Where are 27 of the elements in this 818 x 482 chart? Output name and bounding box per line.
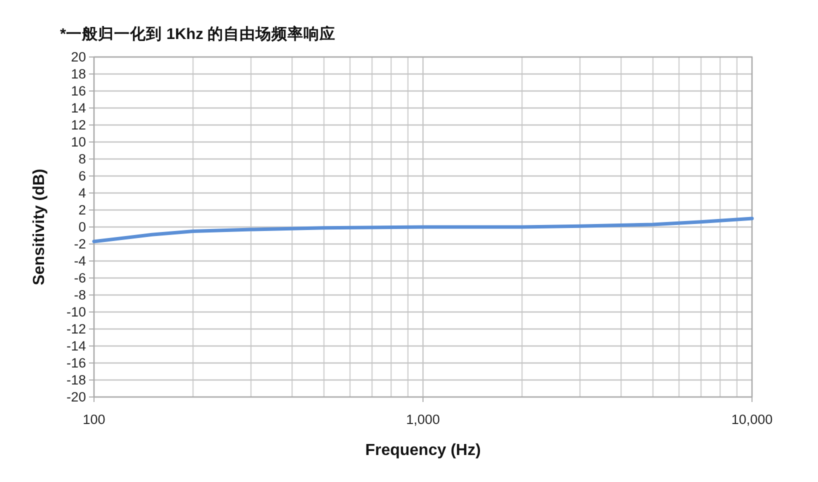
y-tick-label: 18 [70, 66, 86, 82]
y-tick-label: 0 [78, 220, 86, 234]
y-tick-label: 6 [78, 168, 86, 184]
y-tick-label: -20 [66, 390, 86, 404]
y-tick-label: 10 [70, 134, 86, 150]
x-tick-label: 10,000 [731, 412, 773, 427]
y-tick-label: 12 [70, 118, 86, 132]
x-tick-label: 1,000 [406, 412, 440, 427]
y-tick-label: 16 [70, 84, 86, 98]
y-tick-label: -16 [66, 356, 86, 370]
y-tick-label: 20 [70, 50, 86, 64]
y-tick-label: 2 [78, 202, 86, 218]
y-axis-title: Sensitivity (dB) [31, 168, 48, 286]
y-tick-label: -18 [66, 372, 86, 388]
y-tick-label: 8 [78, 152, 86, 166]
y-tick-label: -6 [74, 270, 86, 286]
y-tick-label: -14 [66, 338, 86, 354]
x-axis-title: Frequency (Hz) [365, 442, 481, 459]
y-tick-label: -10 [66, 304, 86, 320]
y-tick-label: -8 [74, 288, 86, 302]
y-tick-label: 14 [70, 100, 86, 116]
y-tick-label: 4 [78, 186, 86, 200]
y-tick-label: -4 [74, 254, 86, 268]
chart-title: *一般归一化到 1Khz 的自由场频率响应 [60, 24, 336, 43]
y-tick-label: -12 [66, 322, 86, 336]
y-tick-label: -2 [74, 236, 86, 252]
x-tick-label: 100 [82, 412, 106, 427]
